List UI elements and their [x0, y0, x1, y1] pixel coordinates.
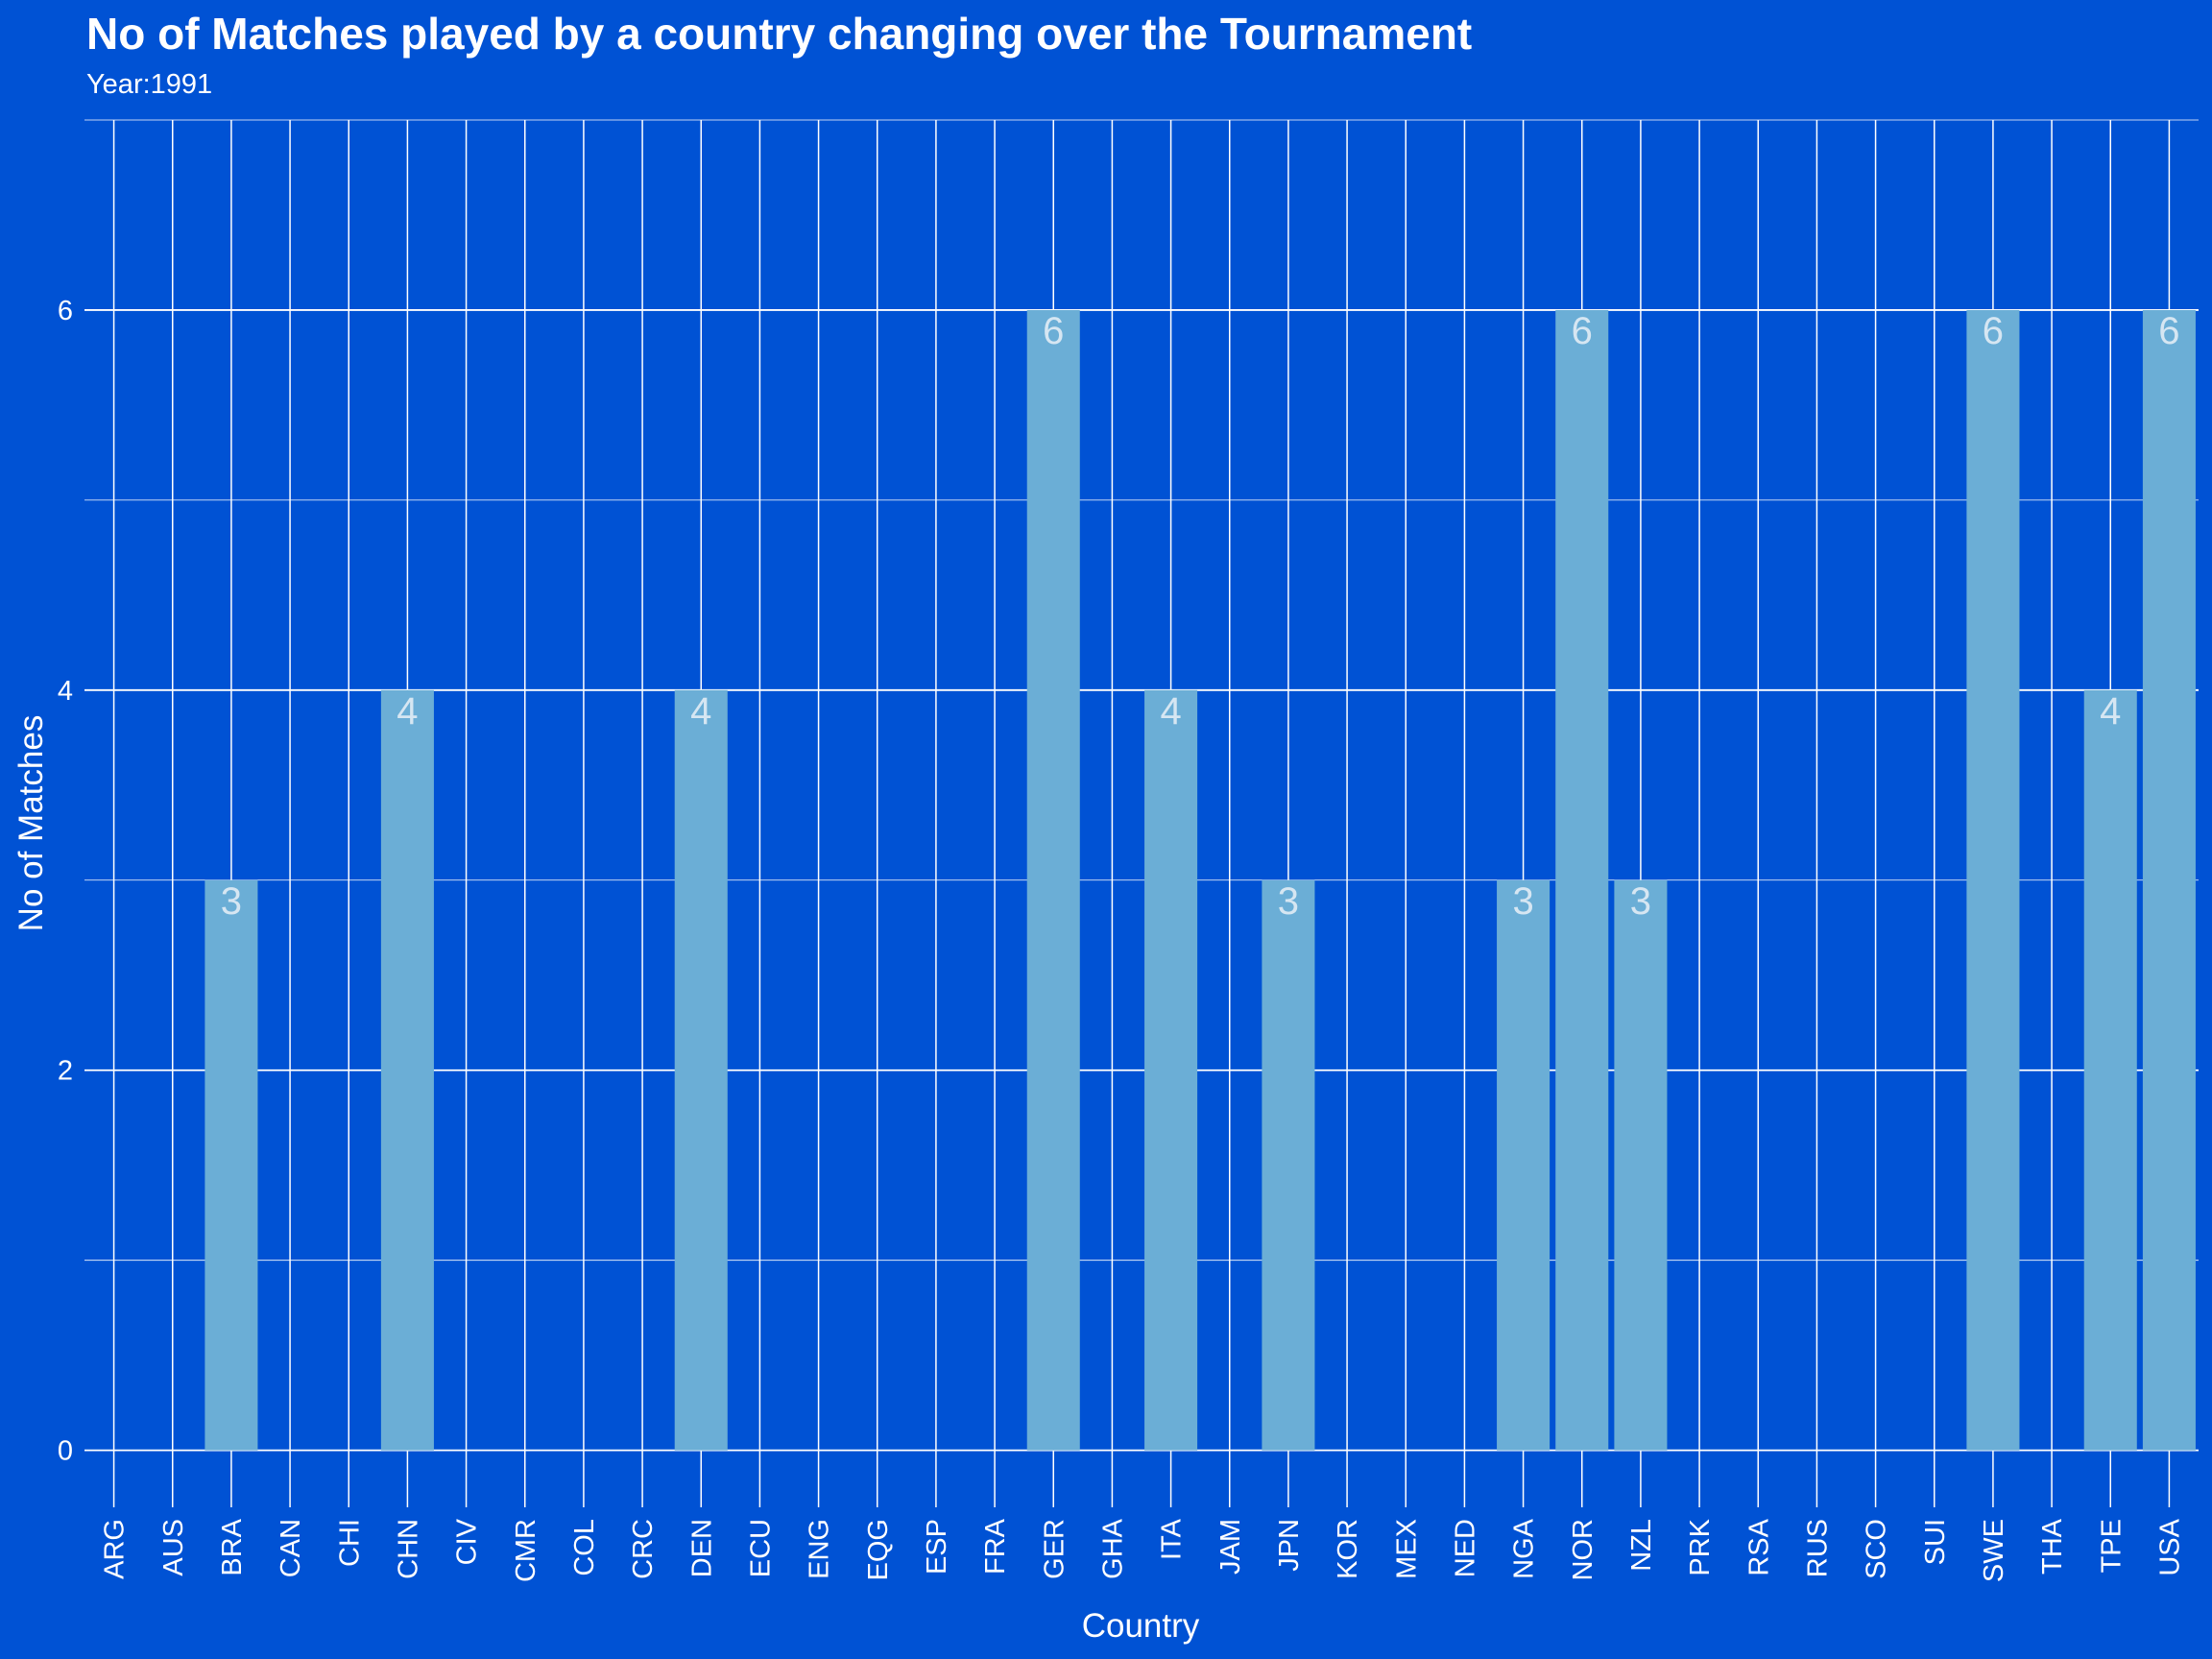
x-tick-label: THA	[2037, 1518, 2068, 1575]
bar	[1262, 879, 1315, 1451]
bar	[380, 689, 434, 1451]
x-tick-label: NGA	[1509, 1518, 1540, 1579]
y-tick-label: 2	[58, 1056, 73, 1087]
x-tick-label: KOR	[1333, 1519, 1363, 1579]
x-tick-label: AUS	[158, 1519, 189, 1576]
chart-title: No of Matches played by a country changi…	[86, 9, 1473, 59]
y-axis-title: No of Matches	[12, 715, 50, 932]
x-tick-label: RSA	[1743, 1518, 1774, 1575]
y-tick-label: 0	[58, 1436, 73, 1467]
bar-value-label: 4	[1160, 690, 1181, 733]
y-tick-label: 6	[58, 296, 73, 326]
x-tick-label: JAM	[1215, 1519, 1246, 1575]
x-tick-label: NOR	[1568, 1519, 1599, 1580]
x-tick-label: USA	[2154, 1518, 2185, 1575]
x-tick-label: ESP	[922, 1519, 952, 1575]
bar-value-label: 3	[1278, 880, 1299, 923]
bar-value-label: 4	[397, 690, 418, 733]
x-tick-label: RUS	[1802, 1519, 1833, 1577]
x-tick-label: CHI	[334, 1519, 365, 1567]
bar	[2083, 689, 2137, 1451]
x-tick-label: CIV	[452, 1518, 483, 1565]
x-tick-label: CRC	[628, 1519, 659, 1579]
bar	[204, 879, 258, 1451]
bar-value-label: 6	[1572, 310, 1593, 352]
chart-subtitle: Year:1991	[86, 69, 213, 100]
x-tick-label: SWE	[1979, 1519, 2009, 1582]
bar	[2142, 309, 2196, 1451]
x-tick-label: JPN	[1274, 1519, 1305, 1572]
x-tick-label: DEN	[686, 1519, 717, 1577]
bar	[1966, 309, 2020, 1451]
y-tick-label: 4	[58, 676, 73, 707]
bar	[674, 689, 728, 1451]
x-tick-label: SCO	[1862, 1519, 1892, 1579]
x-tick-label: ITA	[1157, 1518, 1188, 1560]
bar-value-label: 4	[690, 690, 711, 733]
x-tick-label: COL	[569, 1519, 600, 1576]
bar	[1555, 309, 1609, 1451]
x-tick-label: GER	[1039, 1519, 1070, 1579]
x-tick-label: MEX	[1391, 1519, 1422, 1579]
x-tick-label: CAN	[276, 1519, 306, 1577]
x-tick-label: SUI	[1920, 1519, 1951, 1565]
bar	[1144, 689, 1198, 1451]
x-tick-label: NED	[1450, 1519, 1480, 1577]
bar-value-label: 6	[1043, 310, 1064, 352]
x-tick-label: TPE	[2096, 1519, 2127, 1573]
x-tick-label: FRA	[980, 1518, 1011, 1575]
x-tick-label: ECU	[745, 1519, 776, 1577]
x-tick-label: CHN	[393, 1519, 423, 1579]
x-axis-title: Country	[1082, 1607, 1200, 1645]
bar-value-label: 3	[1512, 880, 1533, 923]
bars: 3 4 4 6 4 3 3 6 3 6 4 6	[204, 309, 2196, 1451]
x-tick-label: EQG	[863, 1519, 894, 1580]
x-tick-label: ENG	[805, 1519, 835, 1579]
bar-value-label: 3	[221, 880, 242, 923]
x-tick-label: NZL	[1626, 1519, 1657, 1572]
bar-value-label: 4	[2100, 690, 2121, 733]
bar	[1026, 309, 1080, 1451]
x-tick-label: ARG	[100, 1519, 131, 1579]
bar-value-label: 6	[2158, 310, 2179, 352]
bar	[1614, 879, 1668, 1451]
bar	[1497, 879, 1551, 1451]
bar-value-label: 6	[1983, 310, 2004, 352]
bar-value-label: 3	[1630, 880, 1651, 923]
x-tick-label: PRK	[1685, 1518, 1716, 1575]
x-tick-label: GHA	[1097, 1518, 1128, 1579]
x-tick-label: BRA	[217, 1518, 248, 1575]
x-tick-label: CMR	[511, 1519, 541, 1582]
